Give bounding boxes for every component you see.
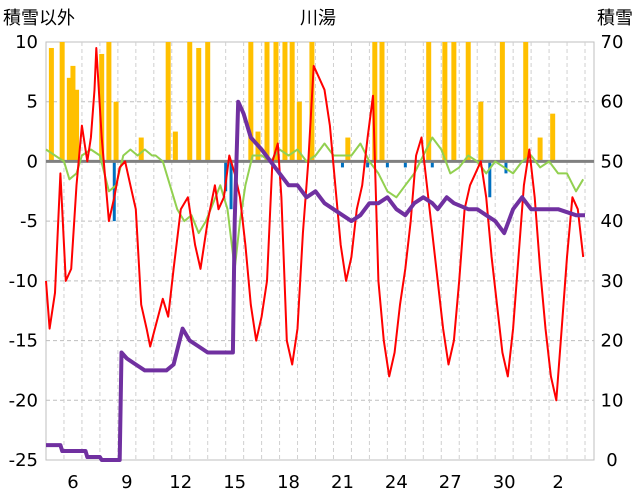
- right-tick-label: 70: [601, 32, 624, 53]
- negative-bar: [430, 161, 434, 168]
- snowfall-bar: [165, 42, 171, 162]
- negative-bar: [403, 161, 407, 168]
- series-lines: [45, 47, 585, 462]
- snow-depth-line: [46, 99, 585, 462]
- snowfall-bar: [248, 42, 254, 162]
- snowfall-bar: [59, 42, 65, 162]
- x-tick-label: 24: [385, 472, 408, 493]
- right-tick-label: 30: [601, 271, 624, 292]
- temperature-line: [45, 47, 585, 402]
- snowfall-bar: [478, 101, 484, 162]
- x-tick-label: 18: [277, 472, 300, 493]
- snowfall-bar: [264, 42, 270, 162]
- y-right-label: 積雪: [597, 8, 633, 29]
- left-tick-label: -20: [9, 390, 38, 411]
- snowfall-bar: [550, 113, 556, 162]
- humidity-line: [45, 136, 585, 270]
- snowfall-bar: [99, 53, 105, 162]
- x-tick-label: 27: [439, 472, 462, 493]
- snowfall-bar: [106, 42, 112, 162]
- snowfall-bar: [372, 42, 378, 162]
- x-tick-label: 9: [121, 472, 132, 493]
- snowfall-bar: [289, 42, 295, 162]
- negative-bar: [340, 161, 344, 168]
- snowfall-bar: [273, 42, 279, 162]
- snowfall-bar: [442, 42, 448, 162]
- left-tick-label: -15: [9, 331, 38, 352]
- plot-area: [45, 41, 595, 461]
- snowfall-bar: [296, 101, 302, 162]
- snowfall-bar: [74, 89, 80, 162]
- negative-bar: [488, 161, 492, 198]
- right-tick-label: 0: [606, 450, 617, 471]
- right-axis-ticks: 70 60 50 40 30 20 10 0: [601, 32, 624, 471]
- x-tick-label: 2: [552, 472, 563, 493]
- left-tick-label: -10: [9, 271, 38, 292]
- x-tick-label: 6: [67, 472, 78, 493]
- right-tick-label: 10: [601, 390, 624, 411]
- right-tick-label: 40: [601, 211, 624, 232]
- x-tick-label: 12: [169, 472, 192, 493]
- snowfall-bar: [205, 42, 211, 162]
- snowfall-bar: [70, 65, 76, 162]
- snowfall-bar: [537, 137, 543, 162]
- x-tick-label: 30: [493, 472, 516, 493]
- snowfall-bar: [48, 47, 54, 162]
- negative-bar: [229, 161, 233, 210]
- negative-bar: [385, 161, 389, 168]
- snowfall-bar: [196, 47, 202, 162]
- x-tick-label: 21: [331, 472, 354, 493]
- left-tick-label: -25: [9, 450, 38, 471]
- snowfall-bar: [451, 42, 457, 162]
- right-tick-label: 20: [601, 331, 624, 352]
- snowfall-bar: [66, 77, 72, 162]
- snowfall-bar: [138, 137, 144, 162]
- left-tick-label: 0: [27, 151, 38, 172]
- snowfall-bar: [113, 101, 119, 162]
- chart-title: 川湯: [300, 8, 336, 29]
- snowfall-bar: [172, 131, 178, 162]
- x-tick-label: 15: [223, 472, 246, 493]
- right-tick-label: 60: [601, 92, 624, 113]
- left-tick-label: 5: [27, 92, 38, 113]
- x-axis-ticks: 6 9 12 15 18 21 24 27 30 2: [67, 472, 564, 493]
- left-tick-label: -5: [20, 211, 38, 232]
- snowfall-bar: [426, 42, 432, 162]
- negative-bar: [112, 161, 116, 222]
- negative-bar: [366, 161, 370, 168]
- snowfall-bar: [465, 42, 471, 162]
- right-tick-label: 50: [601, 151, 624, 172]
- left-axis-ticks: 10 5 0 -5 -10 -15 -20 -25: [9, 32, 38, 471]
- snowfall-bar: [282, 42, 288, 162]
- left-tick-label: 10: [15, 32, 38, 53]
- snowfall-bar: [345, 137, 351, 162]
- snowfall-bar: [187, 42, 193, 162]
- y-left-label: 積雪以外: [3, 8, 75, 29]
- snowfall-bar: [499, 42, 505, 162]
- snowfall-bar: [523, 42, 529, 162]
- snowfall-bar: [379, 42, 385, 162]
